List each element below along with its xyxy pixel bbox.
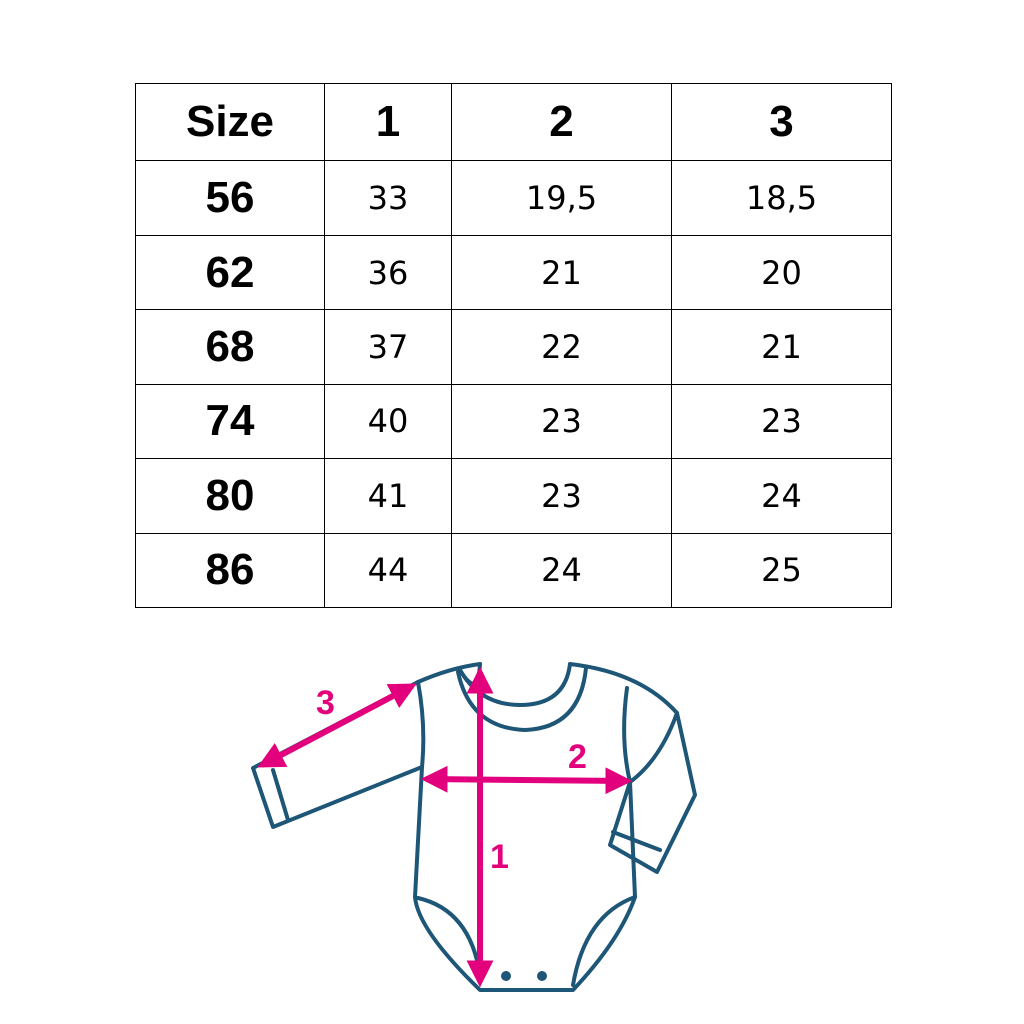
width-label: 2 [568, 738, 587, 776]
header-size: Size [135, 82, 325, 162]
width-arrow [420, 765, 633, 795]
cell: 24 [451, 532, 672, 609]
size-chart-table: Size 1 2 3 56 33 19,5 18,5 62 36 21 20 68 37 22 2… [135, 82, 892, 609]
cell: 23 [451, 458, 672, 534]
sleeve-label: 3 [316, 684, 335, 722]
cell: 44 [323, 532, 453, 609]
header-2: 2 [451, 82, 672, 162]
cell: 25 [671, 532, 892, 609]
cell: 21 [671, 309, 892, 385]
table-row: 80 41 23 24 [135, 458, 892, 534]
measurement-arrows [257, 666, 633, 988]
size-cell: 56 [135, 160, 325, 236]
cell: 20 [671, 234, 892, 311]
cell: 40 [323, 383, 453, 460]
sleeve-arrow [257, 683, 417, 768]
cell: 24 [671, 458, 892, 534]
cell: 36 [323, 234, 453, 311]
header-1: 1 [323, 82, 453, 162]
cell: 18,5 [671, 160, 892, 236]
table-row: 86 44 24 25 [135, 532, 892, 609]
length-label: 1 [490, 838, 509, 876]
table-row: 62 36 21 20 [135, 234, 892, 311]
table-row: 68 37 22 21 [135, 309, 892, 385]
cell: 23 [671, 383, 892, 460]
table-row: 74 40 23 23 [135, 383, 892, 460]
table-row: 56 33 19,5 18,5 [135, 160, 892, 236]
snap-button [501, 971, 511, 981]
cell: 37 [323, 309, 453, 385]
size-cell: 80 [135, 458, 325, 534]
cell: 19,5 [451, 160, 672, 236]
snap-button [537, 971, 547, 981]
size-cell: 86 [135, 532, 325, 609]
cell: 33 [323, 160, 453, 236]
size-cell: 62 [135, 234, 325, 311]
size-cell: 74 [135, 383, 325, 460]
cell: 41 [323, 458, 453, 534]
cell: 21 [451, 234, 672, 311]
size-cell: 68 [135, 309, 325, 385]
